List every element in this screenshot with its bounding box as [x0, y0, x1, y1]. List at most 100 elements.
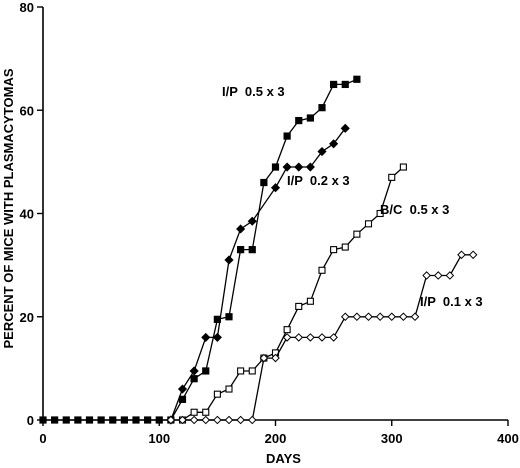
y-tick-label: 20 [20, 310, 34, 325]
data-point [329, 333, 338, 342]
data-point [237, 367, 245, 375]
series-3 [166, 250, 478, 425]
data-point [305, 162, 315, 172]
data-point [132, 416, 140, 424]
data-point [306, 114, 314, 122]
data-point [295, 116, 303, 125]
data-point [433, 271, 443, 280]
data-point [224, 255, 234, 265]
data-point [39, 416, 47, 424]
data-point [283, 132, 291, 140]
data-point [375, 312, 385, 322]
data-point [295, 302, 303, 310]
data-point [62, 416, 70, 424]
data-point [190, 408, 198, 416]
data-point [74, 416, 82, 424]
data-point [155, 416, 163, 424]
data-point [329, 139, 339, 149]
data-point [270, 183, 281, 193]
data-point [248, 246, 256, 254]
data-point [236, 415, 245, 425]
data-point [237, 246, 245, 254]
x-tick-label: 0 [39, 431, 46, 446]
data-point [457, 250, 466, 260]
x-tick-label: 200 [265, 431, 287, 446]
y-tick-label: 40 [20, 207, 34, 222]
data-point [178, 415, 187, 425]
data-point [294, 333, 304, 342]
data-point [399, 163, 407, 171]
series-0 [39, 75, 361, 424]
data-point [202, 367, 210, 375]
data-point [236, 224, 246, 234]
data-point [318, 266, 326, 274]
y-axis-ticks: 0 20 40 60 80 [20, 0, 43, 428]
x-axis-ticks: 0 100 200 300 400 [39, 420, 519, 446]
data-point [422, 271, 431, 280]
data-point [410, 312, 420, 322]
data-point [376, 209, 384, 218]
data-point [271, 163, 280, 171]
x-tick-label: 400 [497, 431, 519, 446]
data-point [225, 385, 233, 393]
data-point [352, 312, 362, 322]
data-point [190, 375, 198, 383]
data-point [225, 313, 233, 321]
data-point [353, 75, 361, 83]
data-point [340, 312, 350, 322]
data-point [306, 297, 314, 305]
data-point [294, 162, 304, 172]
data-point [387, 312, 397, 322]
series-label-ip-0-1: I/P 0.1 x 3 [420, 294, 483, 309]
data-point [120, 416, 128, 424]
data-point [259, 353, 269, 363]
data-point [166, 415, 176, 425]
series-label-ip-0-5: I/P 0.5 x 3 [222, 84, 285, 99]
axes: 0 100 200 300 400 0 20 40 60 80 [20, 0, 519, 446]
data-point [341, 80, 349, 89]
data-point [364, 312, 373, 322]
data-point [341, 243, 349, 251]
data-point [248, 367, 256, 375]
data-point [330, 246, 338, 254]
x-tick-label: 300 [381, 431, 403, 446]
data-point [340, 123, 350, 133]
data-point [317, 333, 327, 342]
data-point [364, 220, 373, 228]
data-point [189, 366, 199, 376]
data-point [213, 415, 222, 425]
data-point [213, 390, 221, 398]
data-point [201, 415, 211, 425]
data-point [202, 408, 210, 416]
series-label-bc-0-5: B/C 0.5 x 3 [380, 202, 449, 217]
data-point [247, 216, 257, 226]
data-point [399, 312, 408, 322]
data-point [317, 146, 327, 157]
data-point [282, 333, 292, 342]
data-point [445, 271, 455, 280]
y-tick-label: 0 [27, 413, 34, 428]
data-point [283, 326, 291, 334]
data-point [306, 333, 315, 342]
data-point [353, 230, 361, 238]
data-point [247, 415, 257, 425]
data-point [330, 80, 338, 89]
data-point [144, 416, 152, 424]
data-point [51, 416, 59, 424]
series-labels: I/P 0.5 x 3 I/P 0.2 x 3 B/C 0.5 x 3 I/P … [222, 84, 483, 309]
series-layer [39, 75, 478, 425]
y-tick-label: 60 [20, 103, 34, 118]
data-point [97, 416, 105, 424]
data-point [260, 178, 268, 187]
data-point [468, 250, 478, 260]
y-axis-title: PERCENT OF MICE WITH PLASMACYTOMAS [1, 68, 16, 348]
series-2 [178, 163, 407, 424]
data-point [271, 353, 280, 363]
data-point [189, 415, 199, 425]
data-point [201, 332, 211, 342]
data-point [388, 173, 396, 181]
y-tick-label: 80 [20, 0, 34, 15]
series-label-ip-0-2: I/P 0.2 x 3 [287, 173, 350, 188]
data-point [178, 395, 187, 403]
x-tick-label: 100 [148, 431, 170, 446]
